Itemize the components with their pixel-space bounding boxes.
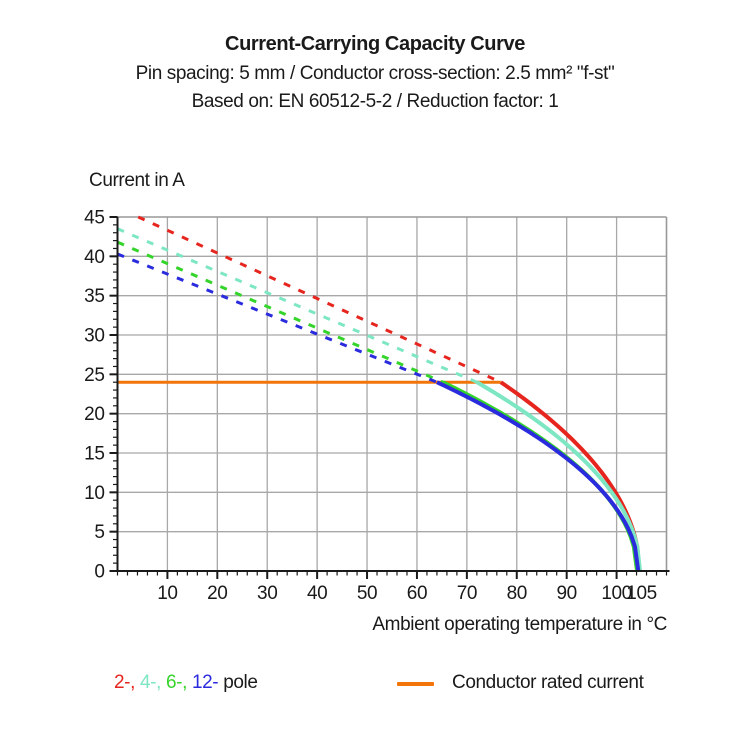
plot-frame xyxy=(117,216,668,571)
rated-current-label: Conductor rated current xyxy=(452,672,644,693)
y-tick-label-15: 15 xyxy=(84,444,104,465)
x-tick-label-90: 90 xyxy=(557,583,577,604)
series-12-pole-solid xyxy=(436,380,641,572)
chart-title: Current-Carrying Capacity Curve xyxy=(225,33,525,55)
series-4-pole-dashed xyxy=(116,227,478,384)
y-axis-title: Current in A xyxy=(89,170,185,191)
series-2-pole-solid xyxy=(499,380,642,572)
x-tick-label-20: 20 xyxy=(207,583,227,604)
series-2-pole-dashed xyxy=(137,215,502,384)
y-tick-label-0: 0 xyxy=(94,562,104,583)
y-tick-label-30: 30 xyxy=(84,326,104,347)
series-12-pole xyxy=(116,252,641,572)
y-tick-label-40: 40 xyxy=(84,247,104,268)
chart-subtitle-standard: Based on: EN 60512-5-2 / Reduction facto… xyxy=(191,91,559,112)
series-12-pole-dashed xyxy=(116,252,438,384)
series-4-pole-solid xyxy=(475,380,643,572)
legend-item-4-pole: 4-, xyxy=(139,672,161,693)
y-axis-ticks: 0 5 10 15 20 25 30 35 40 45 xyxy=(84,208,118,583)
y-tick-label-35: 35 xyxy=(84,286,104,307)
x-tick-label-70: 70 xyxy=(457,583,477,604)
legend-item-2-pole: 2-, xyxy=(114,672,135,693)
legend-item-12-pole: 12- xyxy=(191,672,219,693)
series-2-pole xyxy=(137,215,642,572)
legend-pole-counts: 2-, 4-, 6-, 12- pole xyxy=(114,672,263,694)
x-tick-label-60: 60 xyxy=(407,583,427,604)
series-6-pole xyxy=(116,240,640,572)
gridlines xyxy=(117,217,667,571)
series-4-pole xyxy=(116,227,643,572)
y-tick-label-45: 45 xyxy=(84,208,104,229)
x-tick-label-40: 40 xyxy=(307,583,327,604)
x-tick-label-50: 50 xyxy=(357,583,377,604)
y-tick-label-5: 5 xyxy=(94,522,104,543)
y-tick-label-10: 10 xyxy=(84,483,104,504)
y-tick-label-25: 25 xyxy=(84,365,104,386)
x-tick-label-80: 80 xyxy=(507,583,527,604)
x-tick-label-100: 100 xyxy=(601,583,632,604)
x-axis-title: Ambient operating temperature in °C xyxy=(372,614,667,635)
x-tick-label-10: 10 xyxy=(157,583,177,604)
legend-pole-suffix: pole xyxy=(223,672,258,693)
series-6-pole-dashed xyxy=(116,240,444,384)
y-tick-label-20: 20 xyxy=(84,404,104,425)
rated-current-line-swatch xyxy=(397,682,434,686)
axes xyxy=(116,217,670,572)
x-tick-label-30: 30 xyxy=(257,583,277,604)
x-tick-label-105: 105 xyxy=(626,583,657,604)
chart-subtitle-spec: Pin spacing: 5 mm / Conductor cross-sect… xyxy=(135,63,615,84)
legend-item-6-pole: 6-, xyxy=(165,672,187,693)
legend-rated-current: Conductor rated current xyxy=(397,672,644,694)
